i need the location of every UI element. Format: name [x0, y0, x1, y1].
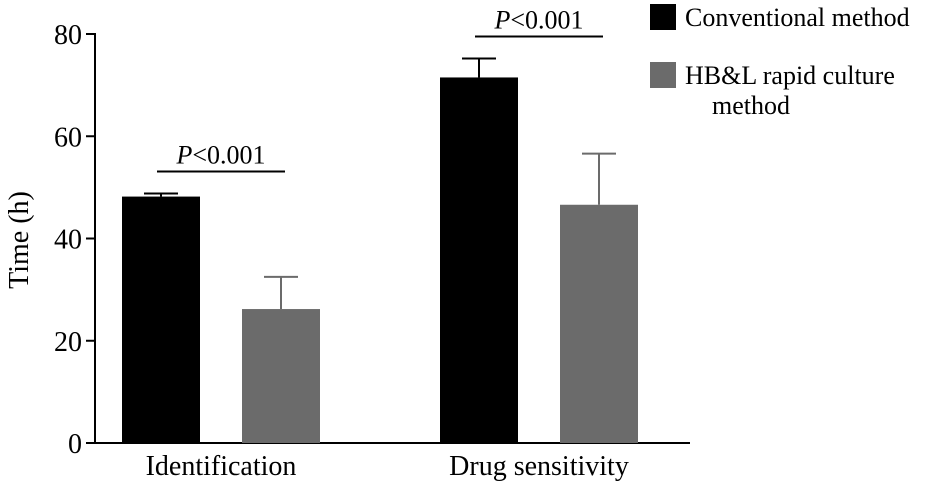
- y-tick-label: 0: [68, 429, 82, 460]
- bar-conventional-identification: [122, 196, 200, 443]
- bar-hbl-identification: [242, 309, 320, 443]
- chart-legend: Conventional method HB&L rapid culturemet…: [650, 3, 910, 120]
- y-tick-label: 40: [54, 225, 82, 256]
- p-symbol: P: [493, 6, 510, 35]
- p-value: <0.001: [510, 6, 583, 35]
- y-tick-label: 80: [54, 20, 82, 51]
- y-tick-label: 20: [54, 327, 82, 358]
- bar-hbl-drug-sensitivity: [560, 204, 638, 443]
- p-symbol: P: [175, 141, 192, 170]
- legend-swatch: [650, 4, 676, 30]
- y-tick-label: 60: [54, 122, 82, 153]
- chart-axes: 0 20 40 60 80 Identification Drug sensitivity: [54, 20, 690, 482]
- legend-label: HB&L rapid culture: [685, 61, 895, 90]
- y-axis-label: Time (h): [4, 191, 35, 289]
- chart-bars: [122, 57, 638, 444]
- legend-label: Conventional method: [685, 3, 910, 32]
- p-value: <0.001: [192, 141, 265, 170]
- bar-conventional-drug-sensitivity: [440, 77, 518, 444]
- significance-label: P<0.001: [175, 141, 265, 170]
- legend-swatch: [650, 62, 676, 88]
- legend-label: method: [712, 91, 790, 120]
- significance-label: P<0.001: [493, 6, 583, 35]
- x-tick-label: Drug sensitivity: [449, 451, 629, 482]
- x-tick-label: Identification: [146, 451, 297, 482]
